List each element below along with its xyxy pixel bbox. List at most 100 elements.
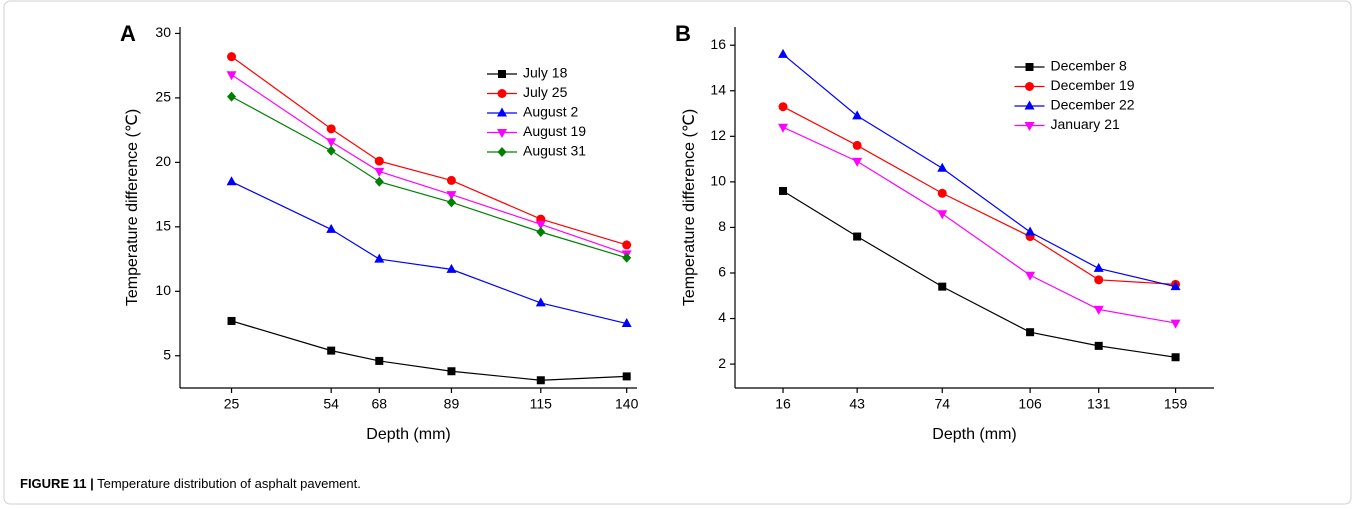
marker <box>622 240 632 250</box>
x-tick-label: 115 <box>530 396 553 412</box>
x-tick-label: 89 <box>444 396 460 412</box>
y-tick-label: 2 <box>718 355 726 371</box>
x-tick-label: 140 <box>615 396 639 412</box>
marker <box>1170 281 1181 291</box>
series-line <box>782 53 1176 288</box>
series-line <box>782 190 1176 358</box>
legend-label: December 8 <box>1051 58 1127 74</box>
marker <box>852 140 862 150</box>
marker <box>226 176 237 186</box>
panel-label: A <box>120 21 136 46</box>
x-axis-label: Depth (mm) <box>366 426 450 443</box>
marker <box>326 124 336 134</box>
series-line <box>231 56 627 246</box>
y-tick-label: 30 <box>155 24 171 40</box>
marker <box>1025 82 1034 91</box>
marker <box>1025 271 1036 281</box>
marker <box>447 367 456 376</box>
marker <box>375 356 384 365</box>
marker <box>326 138 337 148</box>
y-tick-label: 4 <box>718 309 726 325</box>
marker <box>446 191 457 201</box>
series-line <box>231 96 627 259</box>
x-tick-label: 25 <box>224 396 240 412</box>
marker <box>1171 353 1180 362</box>
legend-label: July 18 <box>523 65 568 81</box>
marker <box>1094 341 1103 350</box>
marker <box>446 263 457 273</box>
x-tick-label: 54 <box>323 396 339 412</box>
marker <box>374 156 384 166</box>
marker <box>778 48 789 58</box>
marker <box>621 318 632 328</box>
series-line <box>231 74 627 255</box>
marker <box>374 176 384 187</box>
x-axis-label: Depth (mm) <box>932 426 1016 443</box>
legend-label: December 22 <box>1051 97 1135 113</box>
marker <box>1025 226 1036 236</box>
x-tick-label: 159 <box>1164 396 1188 412</box>
marker <box>227 316 236 325</box>
y-tick-label: 6 <box>718 264 726 280</box>
marker <box>226 71 237 81</box>
marker <box>852 157 863 167</box>
marker <box>622 252 632 263</box>
y-axis-label: Temperature difference (℃) <box>124 109 141 306</box>
series-line <box>782 106 1176 285</box>
x-tick-label: 43 <box>849 396 865 412</box>
marker <box>374 167 385 177</box>
legend-label: January 21 <box>1051 116 1120 132</box>
y-tick-label: 16 <box>710 36 726 52</box>
caption-text: Temperature distribution of asphalt pave… <box>97 476 361 491</box>
marker <box>498 70 506 78</box>
series-line <box>231 181 627 325</box>
marker <box>1094 275 1104 285</box>
marker <box>227 91 237 102</box>
x-tick-label: 131 <box>1087 396 1111 412</box>
marker <box>1024 122 1035 131</box>
y-tick-label: 20 <box>155 153 171 169</box>
marker <box>535 297 546 307</box>
marker <box>1093 262 1104 272</box>
marker <box>937 210 948 220</box>
legend-label: August 31 <box>523 143 586 159</box>
x-tick-label: 106 <box>1018 396 1042 412</box>
y-tick-label: 14 <box>710 81 726 97</box>
y-tick-label: 10 <box>710 173 726 189</box>
marker <box>326 145 336 156</box>
marker <box>536 376 545 385</box>
y-axis-label: Temperature difference (℃) <box>681 109 698 306</box>
marker <box>853 232 862 241</box>
legend-label: August 2 <box>523 104 578 120</box>
marker <box>374 253 385 263</box>
marker <box>778 102 788 112</box>
y-tick-label: 8 <box>718 218 726 234</box>
caption-label: FIGURE 11 | <box>20 476 94 491</box>
x-tick-label: 16 <box>775 396 791 412</box>
marker <box>227 52 237 62</box>
series-line <box>782 126 1176 324</box>
frame <box>3 0 1352 505</box>
legend-label: December 19 <box>1051 77 1135 93</box>
y-tick-label: 10 <box>155 282 171 298</box>
marker <box>1093 305 1104 315</box>
legend-label: July 25 <box>523 84 568 100</box>
marker <box>938 282 947 291</box>
marker <box>937 162 948 172</box>
marker <box>497 129 507 138</box>
marker <box>1026 328 1035 337</box>
marker <box>1025 63 1034 71</box>
marker <box>535 220 546 230</box>
legend-label: August 19 <box>523 123 586 139</box>
marker <box>536 226 546 237</box>
marker <box>446 175 456 185</box>
y-tick-label: 25 <box>155 89 171 105</box>
y-tick-label: 15 <box>155 218 171 234</box>
marker <box>446 197 456 208</box>
marker <box>1170 319 1181 329</box>
marker <box>1024 100 1035 110</box>
x-tick-label: 74 <box>934 396 950 412</box>
marker <box>327 346 336 355</box>
marker <box>497 89 507 98</box>
